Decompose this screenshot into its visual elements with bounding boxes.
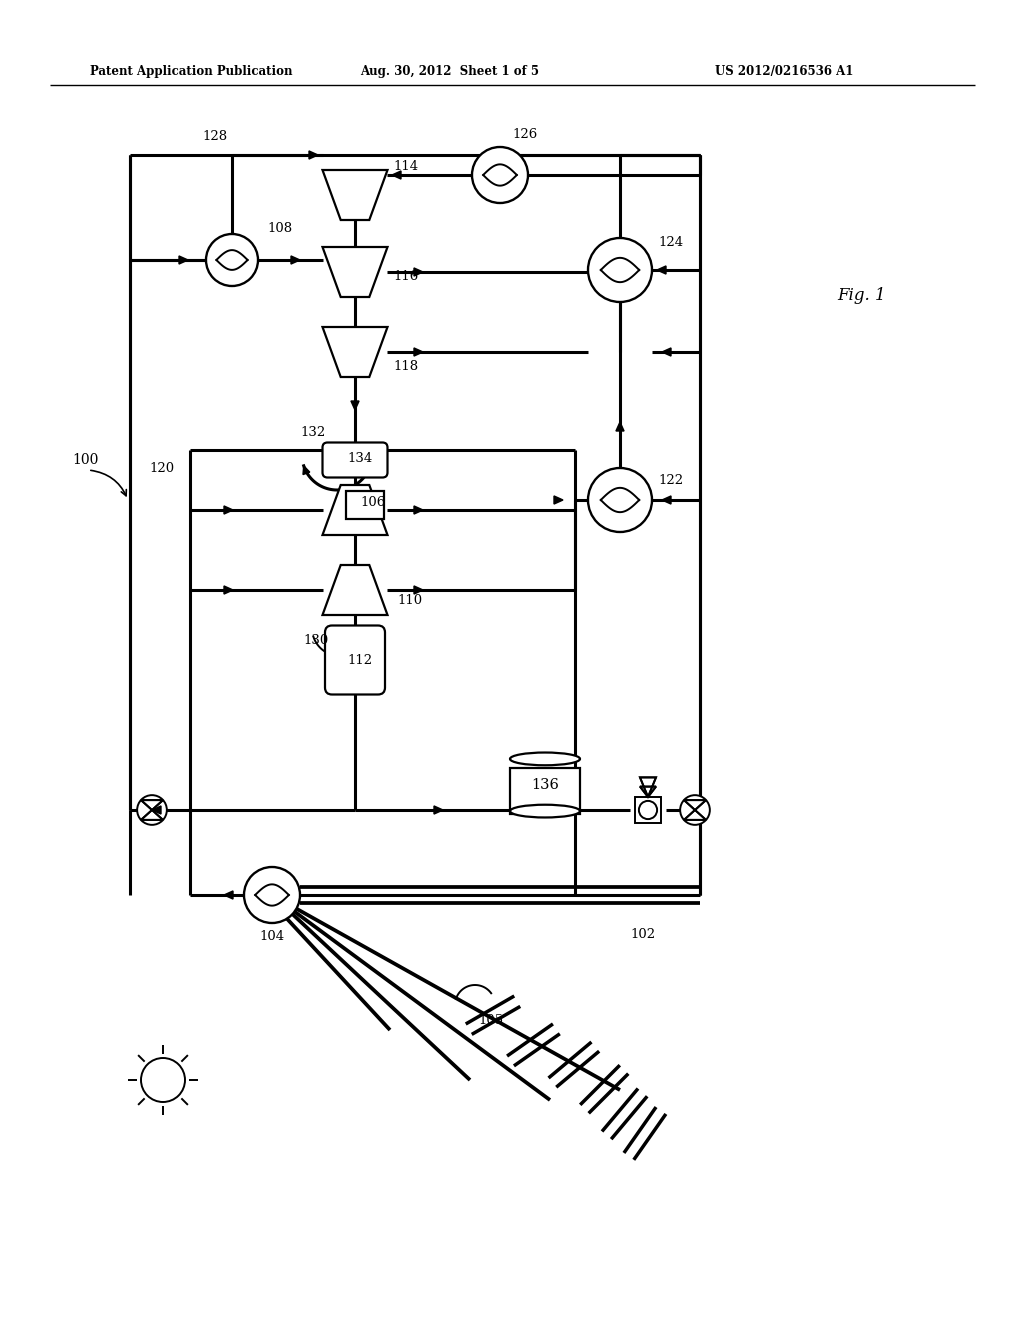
Polygon shape xyxy=(323,565,387,615)
Circle shape xyxy=(472,147,528,203)
Text: 102: 102 xyxy=(630,928,655,941)
Circle shape xyxy=(137,795,167,825)
Polygon shape xyxy=(414,586,423,594)
Text: 106: 106 xyxy=(360,495,386,508)
Text: 132: 132 xyxy=(300,425,326,438)
Circle shape xyxy=(588,469,652,532)
Polygon shape xyxy=(414,348,423,356)
Text: 114: 114 xyxy=(393,161,418,173)
Bar xyxy=(346,491,384,519)
Text: 104: 104 xyxy=(259,931,285,944)
Polygon shape xyxy=(662,496,671,504)
Polygon shape xyxy=(554,496,563,504)
Polygon shape xyxy=(179,256,188,264)
Circle shape xyxy=(244,867,300,923)
Text: 128: 128 xyxy=(202,131,227,144)
Text: 112: 112 xyxy=(347,653,373,667)
Polygon shape xyxy=(224,586,233,594)
Text: US 2012/0216536 A1: US 2012/0216536 A1 xyxy=(715,66,853,78)
Text: 105: 105 xyxy=(478,1014,503,1027)
Text: Aug. 30, 2012  Sheet 1 of 5: Aug. 30, 2012 Sheet 1 of 5 xyxy=(360,66,539,78)
Polygon shape xyxy=(291,256,300,264)
Polygon shape xyxy=(224,891,233,899)
Bar xyxy=(635,797,662,822)
Text: 108: 108 xyxy=(267,222,292,235)
Polygon shape xyxy=(224,506,233,513)
Text: 136: 136 xyxy=(531,777,559,792)
Text: 130: 130 xyxy=(303,634,329,647)
Text: 100: 100 xyxy=(72,453,98,467)
FancyBboxPatch shape xyxy=(323,442,387,478)
Text: 120: 120 xyxy=(150,462,175,474)
Polygon shape xyxy=(434,807,443,814)
Ellipse shape xyxy=(510,752,580,766)
Circle shape xyxy=(588,238,652,302)
Polygon shape xyxy=(152,807,161,814)
Polygon shape xyxy=(657,265,666,275)
Circle shape xyxy=(680,795,710,825)
Text: 118: 118 xyxy=(393,360,418,374)
Text: Fig. 1: Fig. 1 xyxy=(838,286,887,304)
Polygon shape xyxy=(303,466,310,475)
Text: 122: 122 xyxy=(658,474,683,487)
Text: 116: 116 xyxy=(393,271,418,284)
Polygon shape xyxy=(662,348,671,356)
Text: Patent Application Publication: Patent Application Publication xyxy=(90,66,293,78)
Polygon shape xyxy=(323,327,387,378)
Polygon shape xyxy=(323,484,387,535)
Text: 110: 110 xyxy=(397,594,422,606)
FancyBboxPatch shape xyxy=(325,626,385,694)
Polygon shape xyxy=(323,170,387,220)
Ellipse shape xyxy=(510,805,580,817)
Polygon shape xyxy=(351,401,359,411)
Bar xyxy=(510,768,580,814)
Text: 124: 124 xyxy=(658,235,683,248)
Circle shape xyxy=(206,234,258,286)
Polygon shape xyxy=(414,506,423,513)
Polygon shape xyxy=(392,172,401,180)
Polygon shape xyxy=(414,268,423,276)
Text: 126: 126 xyxy=(512,128,538,141)
Polygon shape xyxy=(616,422,624,432)
Polygon shape xyxy=(309,150,318,158)
Polygon shape xyxy=(323,247,387,297)
Text: 134: 134 xyxy=(347,451,373,465)
